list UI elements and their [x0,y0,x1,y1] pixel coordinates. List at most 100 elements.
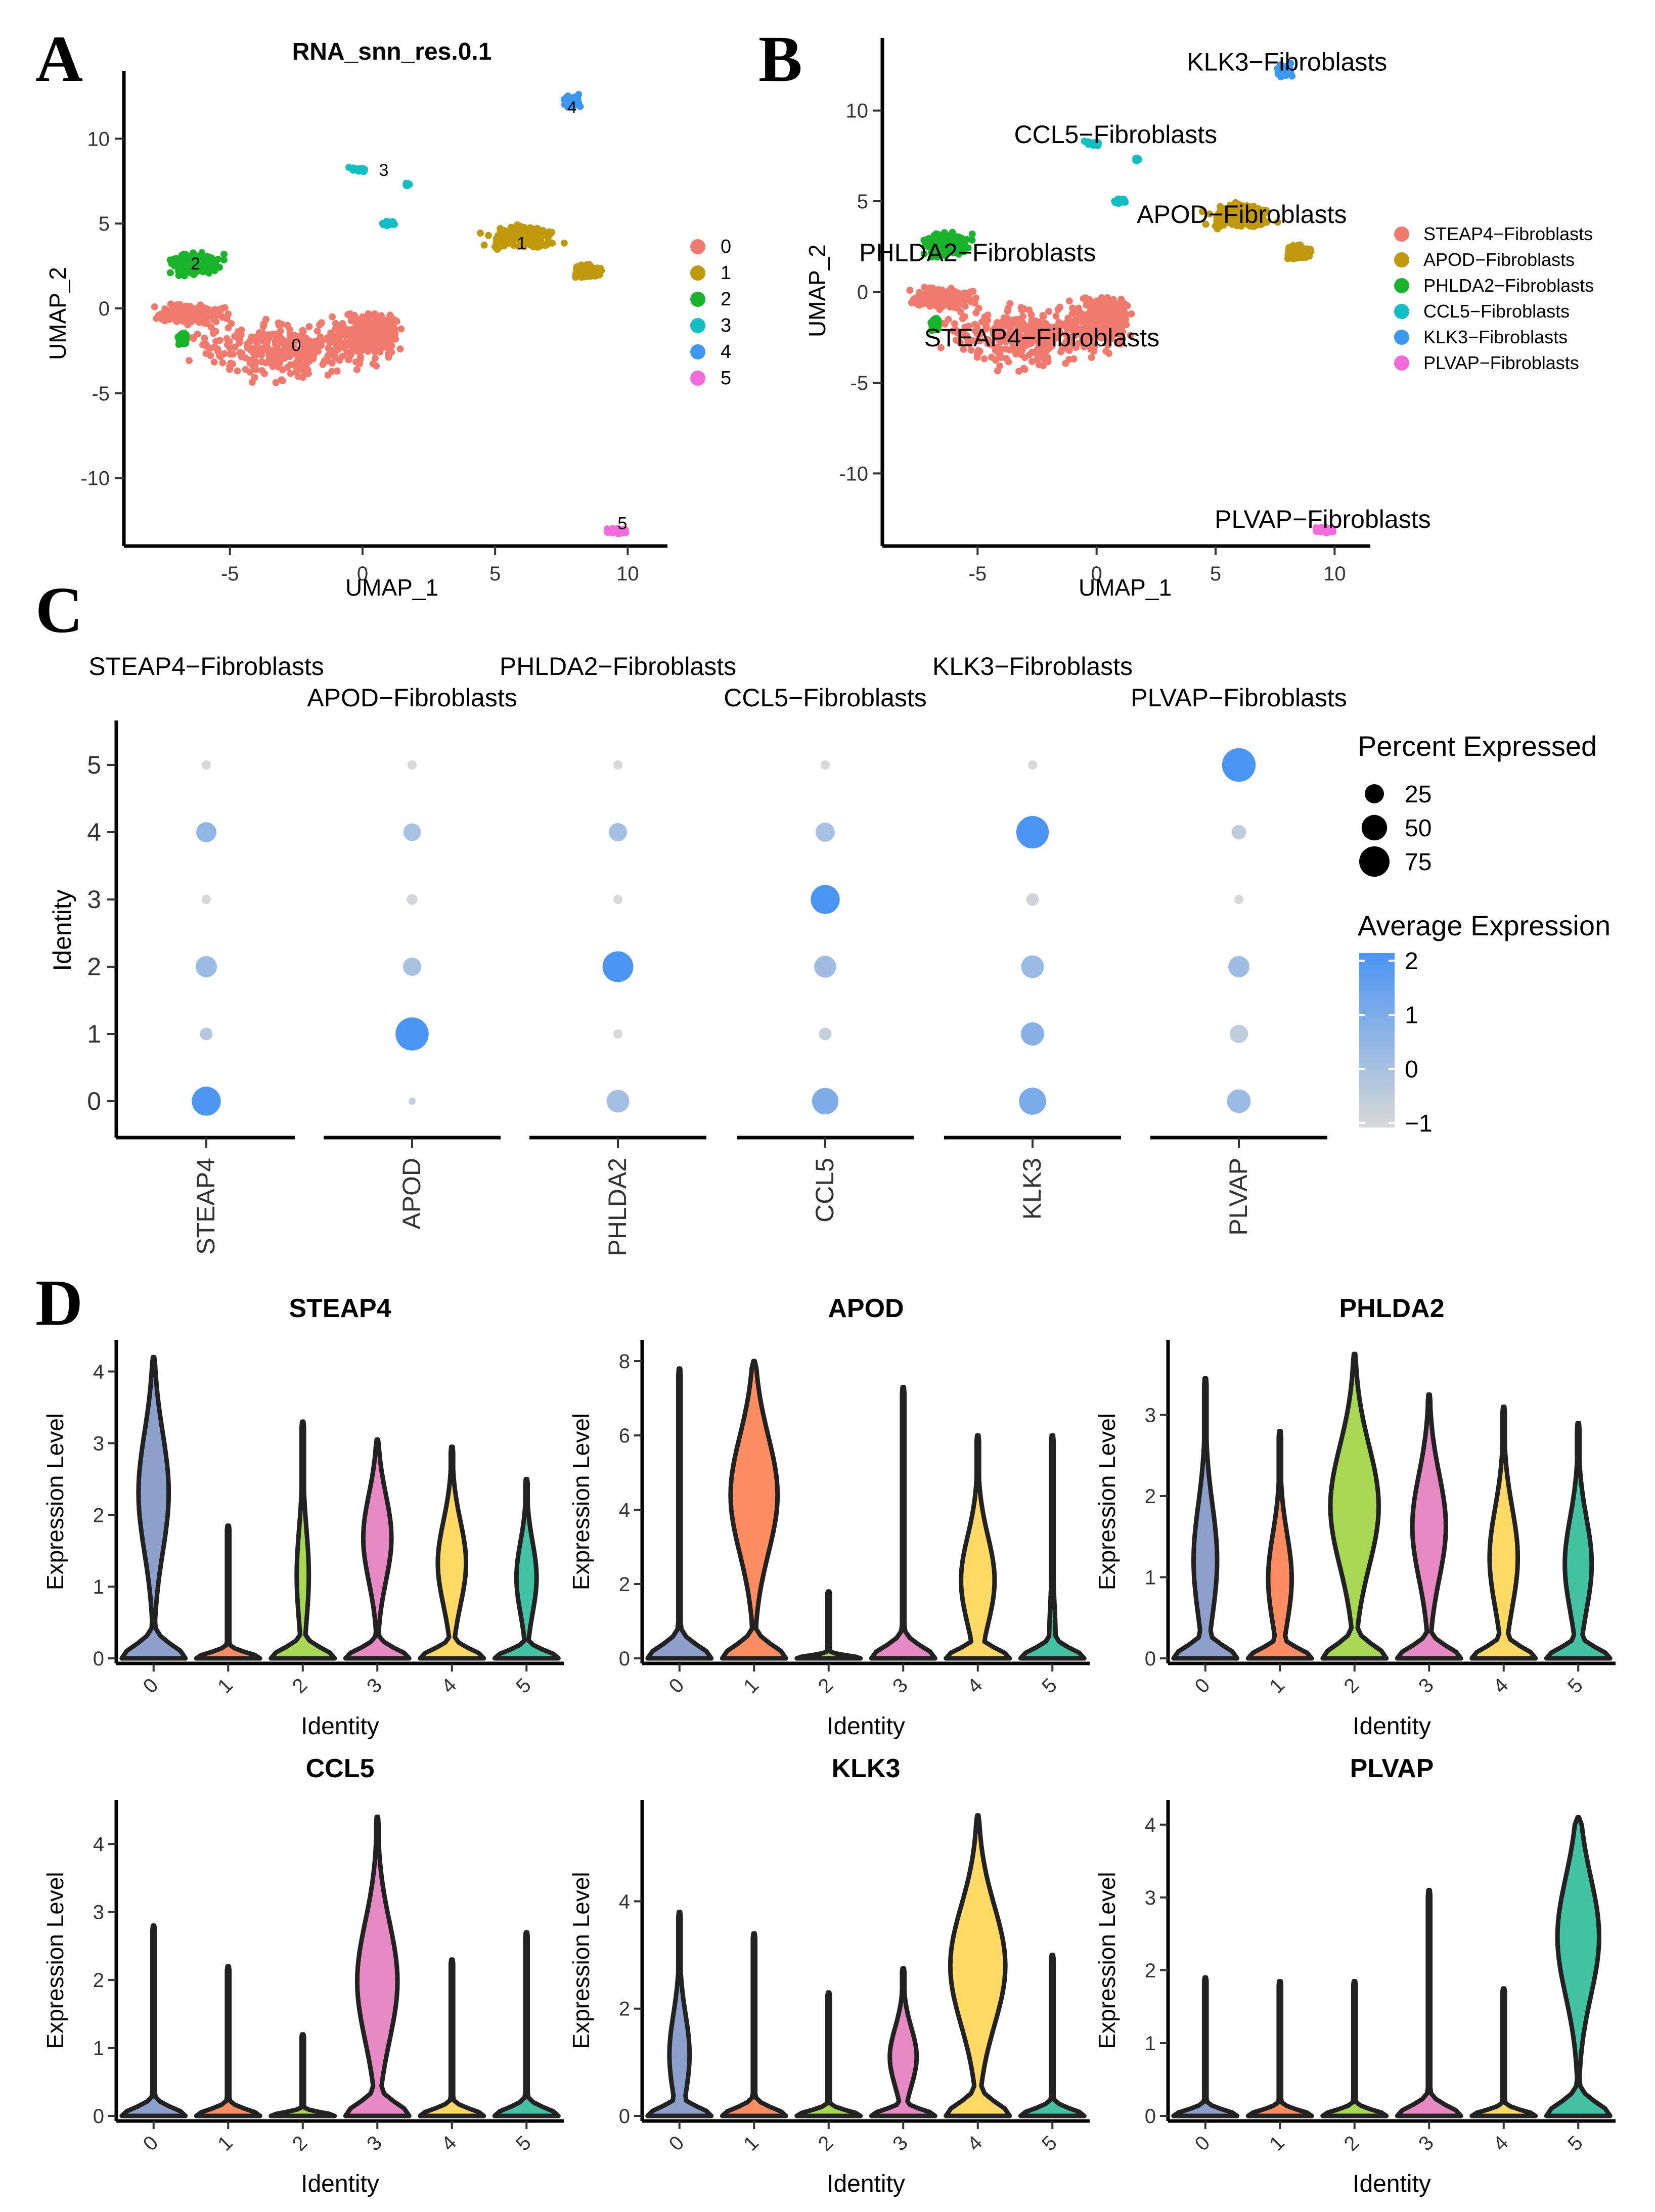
umap-point [182,252,190,259]
umap-point [212,328,219,335]
umap-point [244,341,251,348]
umap-point [176,262,184,269]
umap-point [287,333,295,340]
umap-point [314,327,321,335]
x-tick-label: 0 [139,2132,163,2155]
umap-point [195,257,202,265]
violin-shape [269,2032,337,2118]
dot-plot-dot [1222,748,1256,782]
umap-a-title: RNA_snn_res.0.1 [292,38,492,65]
umap-point [952,292,959,300]
umap-point [1065,347,1073,354]
cluster-label: PHLDA2−Fibroblasts [859,238,1096,266]
dot-plot-dot [606,1090,630,1113]
cluster-label: 4 [567,98,577,117]
x-tick-label: 1 [213,1674,237,1698]
umap-point [358,345,366,352]
size-legend-dot [1361,815,1388,841]
umap-point [367,334,375,342]
gene-tick-label: PLVAP [1224,1158,1253,1236]
umap-point [380,328,388,336]
umap-point [976,337,984,345]
umap-b-points [906,60,1337,536]
umap-point [929,293,936,300]
umap-point [1028,319,1036,326]
umap-point [1122,300,1129,308]
dot-plot-dot [819,1027,832,1041]
dot-plot-dot [812,1088,839,1115]
umap-point [171,262,178,269]
umap-point [915,289,923,296]
dot-plot-dot [816,823,835,842]
x-tick-label: 1 [739,2132,763,2155]
violin-chart-klk3: KLK3 0 2 4 0 1 2 3 4 5 Identity Expression Level [568,1754,1090,2197]
umap-point [961,324,969,331]
umap-point [1092,326,1100,333]
legend-label: PLVAP−Fibroblasts [1423,352,1579,373]
x-tick-label: 0 [357,563,368,585]
umap-point [993,319,1001,327]
umap-point [219,359,227,367]
legend-swatch [1394,252,1409,267]
umap-b-legend: STEAP4−Fibroblasts APOD−Fibroblasts PHLDA2… [1394,223,1594,373]
violin-shape [269,1419,337,1661]
x-tick-label: 0 [665,1674,689,1698]
dot-plot-dot [811,885,840,914]
umap-point [973,330,981,338]
y-tick-label: 0 [619,1648,630,1670]
umap-point [278,321,286,328]
umap-point [536,239,544,246]
umap-point [980,355,988,363]
umap-point [950,327,957,335]
umap-point [971,321,978,328]
violin-shape [1320,1351,1389,1661]
dot-plot-y-label: Identity [48,889,76,971]
y-tick-label: 4 [619,1499,630,1521]
umap-point [296,352,304,360]
umap-point [1114,303,1122,311]
umap-point [1023,328,1031,336]
umap-point [281,342,289,349]
umap-point [493,239,500,246]
cluster-label: KLK3−Fibroblasts [1187,48,1387,76]
umap-point [940,294,947,301]
x-tick-label: 4 [437,1674,461,1698]
violin-title: STEAP4 [289,1294,391,1323]
umap-point [177,337,185,345]
dot-plot-dot [1026,893,1039,906]
violin-shape [794,1589,863,1661]
umap-point [930,300,937,307]
umap-point [397,325,405,333]
umap-point [1102,347,1110,355]
violin-shape [119,1923,188,2118]
umap-b-x-label: UMAP_1 [1079,574,1172,601]
umap-point [1100,320,1108,327]
umap-point [250,349,257,357]
violin-title: CCL5 [306,1754,375,1783]
x-tick-label: 5 [1210,563,1221,585]
violin-shape [1018,1433,1087,1661]
violin-shape [944,1813,1012,2118]
umap-point [1040,323,1047,331]
umap-point [325,344,332,352]
umap-point [945,291,953,299]
violin-shape [194,1964,262,2118]
legend-swatch [690,318,705,333]
umap-point [226,366,234,373]
umap-point [287,370,294,377]
legend-label: STEAP4−Fibroblasts [1423,223,1593,244]
panel-letter-b: B [758,23,802,96]
umap-point [1049,338,1057,345]
y-tick-label: 5 [99,213,110,235]
umap-point [360,329,368,337]
cluster-label: STEAP4−Fibroblasts [924,324,1159,352]
legend-label: 4 [721,341,731,363]
umap-point [208,256,216,264]
umap-point [981,313,989,321]
legend-swatch [690,292,705,307]
violin-x-label: Identity [1353,2171,1431,2197]
umap-point [1015,315,1023,323]
y-tick-label: 2 [1145,1960,1156,1982]
umap-point [929,284,936,292]
umap-point [518,226,526,233]
